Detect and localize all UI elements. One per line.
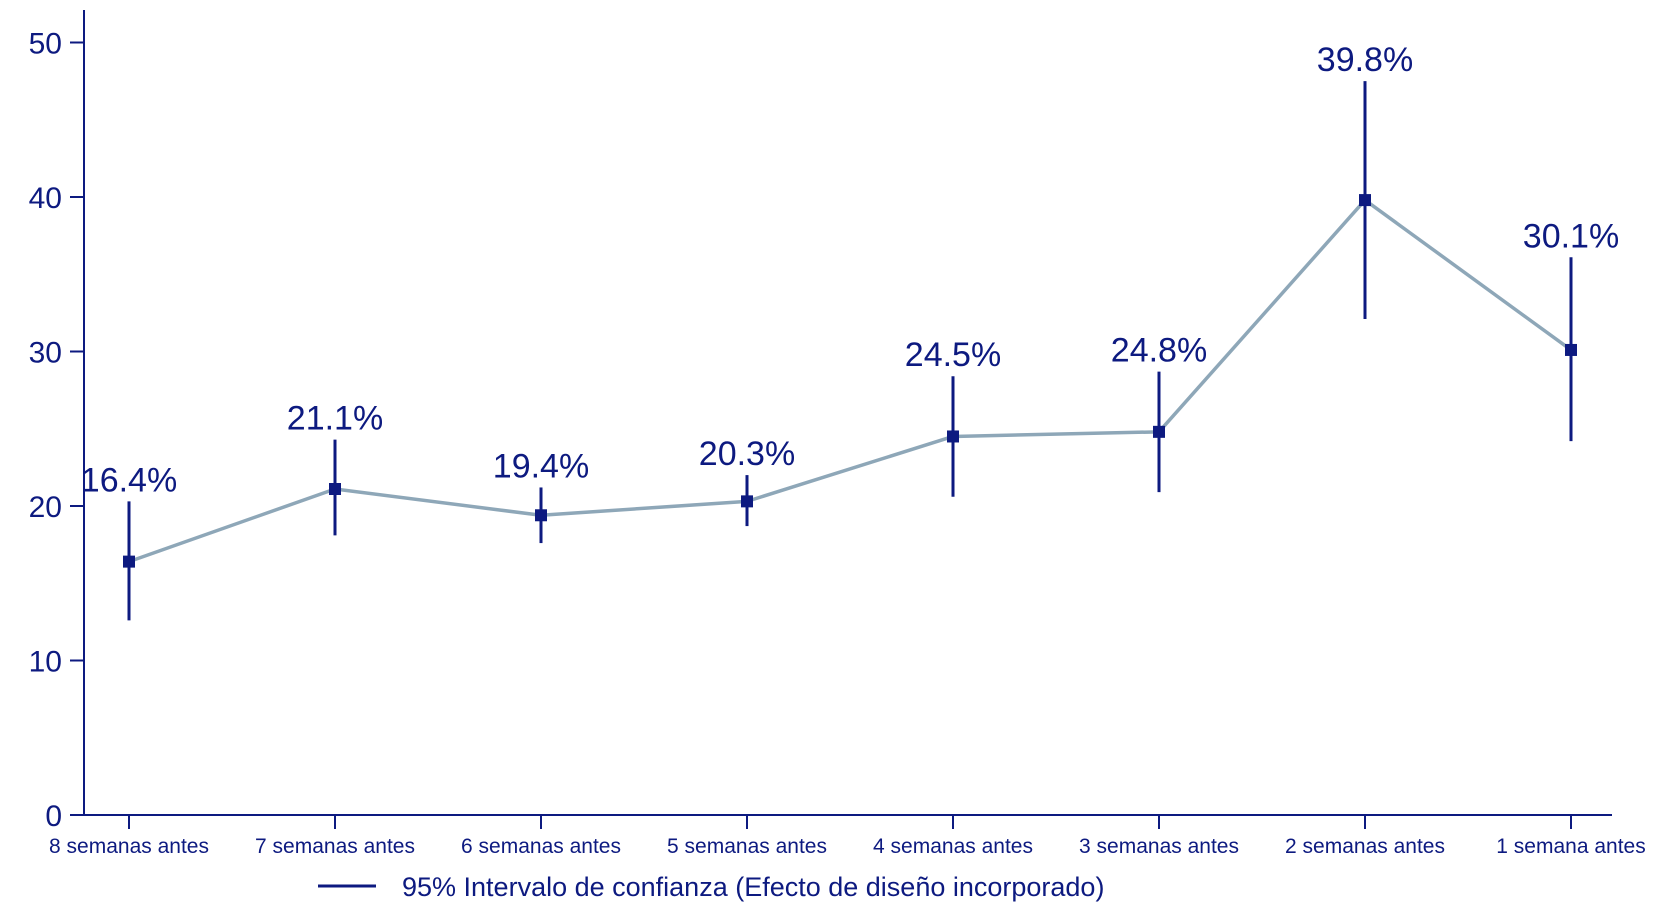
x-tick-label: 4 semanas antes <box>873 835 1033 858</box>
y-tick-label: 50 <box>29 28 62 61</box>
series-line-group <box>128 198 1573 564</box>
x-tick-label: 1 semana antes <box>1496 835 1645 858</box>
data-point <box>1565 343 1577 356</box>
axes: 0 10 20 30 40 50 8 semanas antes 7 semanas ante… <box>29 10 1646 858</box>
y-tick-label: 0 <box>45 800 62 833</box>
y-tick-label: 10 <box>29 646 62 679</box>
data-point <box>741 495 753 508</box>
error-bars-group <box>127 81 1573 621</box>
x-tick-label: 7 semanas antes <box>255 835 415 858</box>
markers-group <box>123 194 1577 568</box>
data-point <box>947 430 959 443</box>
data-label: 30.1% <box>1523 217 1619 255</box>
data-point <box>1153 425 1165 438</box>
data-point <box>329 483 341 496</box>
data-label: 16.4% <box>81 461 177 499</box>
series-line <box>128 198 1573 564</box>
data-label: 21.1% <box>287 400 383 438</box>
x-tick-label: 8 semanas antes <box>49 835 209 858</box>
data-label: 39.8% <box>1317 41 1413 79</box>
data-labels-group: 16.4% 21.1% 19.4% 20.3% 24.5% 24.8% 39.8% 30.1% <box>81 41 1619 499</box>
y-tick-label: 20 <box>29 491 62 524</box>
y-tick-label: 30 <box>29 337 62 370</box>
x-tick-label: 2 semanas antes <box>1285 835 1445 858</box>
data-label: 19.4% <box>493 447 589 485</box>
y-tick-label: 40 <box>29 182 62 215</box>
data-label: 24.5% <box>905 336 1001 374</box>
x-tick-label: 6 semanas antes <box>461 835 621 858</box>
legend-label: 95% Intervalo de confianza (Efecto de di… <box>402 872 1104 902</box>
x-tick-label: 5 semanas antes <box>667 835 827 858</box>
x-tick-label: 3 semanas antes <box>1079 835 1239 858</box>
data-label: 24.8% <box>1111 332 1207 370</box>
data-label: 20.3% <box>699 435 795 473</box>
data-point <box>535 509 547 522</box>
legend: 95% Intervalo de confianza (Efecto de di… <box>318 872 1104 902</box>
data-point <box>123 555 135 568</box>
data-point <box>1359 194 1371 207</box>
